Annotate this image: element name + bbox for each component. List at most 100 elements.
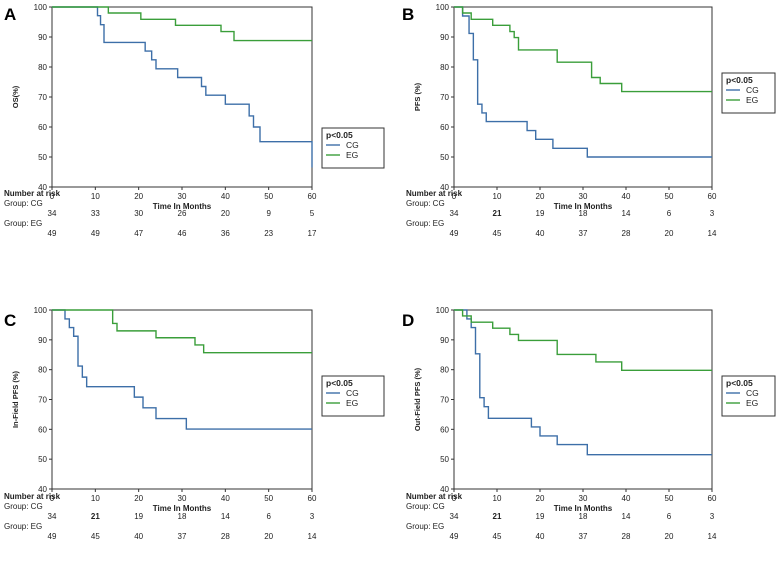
y-tick-label-d: 60 bbox=[440, 425, 449, 434]
x-tick-label-b: 40 bbox=[622, 192, 631, 201]
x-tick-label-c: 10 bbox=[91, 494, 100, 503]
legend-entry-cg-d: CG bbox=[746, 388, 759, 398]
risk-value-cg-b: 34 bbox=[450, 209, 459, 218]
risk-value-eg-b: 40 bbox=[536, 229, 545, 238]
x-tick-label-c: 40 bbox=[221, 494, 230, 503]
plot-frame-b bbox=[453, 6, 713, 188]
risk-value-eg-c: 49 bbox=[48, 532, 57, 541]
panel-letter-c: C bbox=[4, 311, 16, 330]
risk-group-eg-d: Group: EG bbox=[406, 522, 444, 531]
x-tick-label-d: 40 bbox=[622, 494, 631, 503]
y-axis-label-b: PFS (%) bbox=[413, 82, 422, 111]
risk-value-eg-b: 28 bbox=[622, 229, 631, 238]
y-tick-label-d: 70 bbox=[440, 396, 449, 405]
x-tick-label-d: 30 bbox=[579, 494, 588, 503]
x-tick-label-c: 30 bbox=[178, 494, 187, 503]
risk-value-eg-d: 28 bbox=[622, 532, 631, 541]
legend-title-a: p<0.05 bbox=[326, 130, 353, 140]
y-tick-label-c: 80 bbox=[38, 366, 47, 375]
legend-entry-cg-a: CG bbox=[346, 140, 359, 150]
x-tick-label-b: 20 bbox=[536, 192, 545, 201]
risk-value-cg-d: 18 bbox=[579, 512, 588, 521]
plot-frame-c bbox=[51, 309, 313, 490]
x-tick-label-a: 40 bbox=[221, 192, 230, 201]
risk-value-eg-c: 40 bbox=[134, 532, 143, 541]
risk-value-eg-b: 20 bbox=[665, 229, 674, 238]
risk-value-eg-d: 40 bbox=[536, 532, 545, 541]
risk-group-cg-a: Group: CG bbox=[4, 199, 43, 208]
y-tick-label-d: 90 bbox=[440, 336, 449, 345]
risk-value-eg-d: 14 bbox=[708, 532, 717, 541]
x-tick-label-b: 30 bbox=[579, 192, 588, 201]
risk-value-cg-b: 21 bbox=[493, 209, 502, 218]
legend-entry-eg-b: EG bbox=[746, 95, 758, 105]
risk-value-cg-d: 3 bbox=[710, 512, 715, 521]
risk-value-cg-a: 30 bbox=[134, 209, 143, 218]
y-tick-label-c: 60 bbox=[38, 425, 47, 434]
risk-value-cg-d: 6 bbox=[667, 512, 672, 521]
y-tick-label-a: 100 bbox=[34, 3, 48, 12]
y-tick-label-b: 90 bbox=[440, 33, 449, 42]
risk-value-eg-a: 17 bbox=[308, 229, 317, 238]
x-tick-label-c: 20 bbox=[134, 494, 143, 503]
legend-title-b: p<0.05 bbox=[726, 75, 753, 85]
x-tick-label-a: 0 bbox=[50, 192, 55, 201]
risk-value-cg-d: 21 bbox=[493, 512, 502, 521]
x-tick-label-b: 60 bbox=[708, 192, 717, 201]
risk-value-cg-b: 3 bbox=[710, 209, 715, 218]
x-tick-label-b: 50 bbox=[665, 192, 674, 201]
legend-entry-eg-d: EG bbox=[746, 398, 758, 408]
x-tick-label-d: 0 bbox=[452, 494, 457, 503]
legend-box-a bbox=[321, 127, 385, 169]
risk-value-eg-b: 49 bbox=[450, 229, 459, 238]
risk-table-title-d: Number at risk bbox=[406, 492, 463, 501]
y-tick-label-b: 50 bbox=[440, 153, 449, 162]
risk-group-cg-d: Group: CG bbox=[406, 502, 445, 511]
risk-value-eg-c: 14 bbox=[308, 532, 317, 541]
y-tick-label-a: 40 bbox=[38, 183, 47, 192]
y-tick-label-a: 50 bbox=[38, 153, 47, 162]
legend-entry-eg-c: EG bbox=[346, 398, 358, 408]
risk-value-cg-c: 6 bbox=[266, 512, 271, 521]
y-tick-label-d: 80 bbox=[440, 366, 449, 375]
risk-value-eg-a: 23 bbox=[264, 229, 273, 238]
risk-group-cg-c: Group: CG bbox=[4, 502, 43, 511]
risk-value-cg-a: 33 bbox=[91, 209, 100, 218]
risk-value-cg-b: 14 bbox=[622, 209, 631, 218]
legend-title-c: p<0.05 bbox=[326, 378, 353, 388]
risk-value-eg-b: 37 bbox=[579, 229, 588, 238]
risk-value-cg-c: 18 bbox=[178, 512, 187, 521]
risk-value-eg-a: 49 bbox=[91, 229, 100, 238]
km-curve-eg-a bbox=[52, 6, 312, 42]
risk-value-eg-b: 45 bbox=[493, 229, 502, 238]
y-tick-label-c: 90 bbox=[38, 336, 47, 345]
legend-entry-cg-b: CG bbox=[746, 85, 759, 95]
risk-value-cg-a: 9 bbox=[266, 209, 271, 218]
risk-value-cg-c: 19 bbox=[134, 512, 143, 521]
y-tick-label-d: 100 bbox=[436, 306, 450, 315]
risk-table-title-b: Number at risk bbox=[406, 189, 463, 198]
legend-title-d: p<0.05 bbox=[726, 378, 753, 388]
risk-group-eg-a: Group: EG bbox=[4, 219, 42, 228]
x-tick-label-c: 0 bbox=[50, 494, 55, 503]
panel-letter-a: A bbox=[4, 5, 16, 24]
risk-value-eg-c: 45 bbox=[91, 532, 100, 541]
y-tick-label-b: 60 bbox=[440, 123, 449, 132]
y-tick-label-a: 70 bbox=[38, 93, 47, 102]
panel-d: D 40 50 60 70 80 90 100 0 10 20 30 40 50 60 Time In Mon… bbox=[402, 306, 776, 541]
plot-frame-d bbox=[453, 309, 713, 490]
y-tick-label-a: 60 bbox=[38, 123, 47, 132]
km-curve-cg-b bbox=[454, 6, 712, 158]
risk-group-cg-b: Group: CG bbox=[406, 199, 445, 208]
risk-value-cg-a: 26 bbox=[178, 209, 187, 218]
panel-c: C 40 50 60 70 80 90 100 0 10 20 30 40 50 60 Time In Mon… bbox=[4, 306, 385, 541]
legend-entry-eg-a: EG bbox=[346, 150, 358, 160]
risk-value-cg-b: 19 bbox=[536, 209, 545, 218]
x-tick-label-b: 10 bbox=[493, 192, 502, 201]
risk-value-cg-a: 34 bbox=[48, 209, 57, 218]
x-axis-label-b: Time In Months bbox=[554, 202, 613, 211]
x-tick-label-d: 10 bbox=[493, 494, 502, 503]
risk-value-cg-c: 21 bbox=[91, 512, 100, 521]
x-tick-label-a: 60 bbox=[308, 192, 317, 201]
